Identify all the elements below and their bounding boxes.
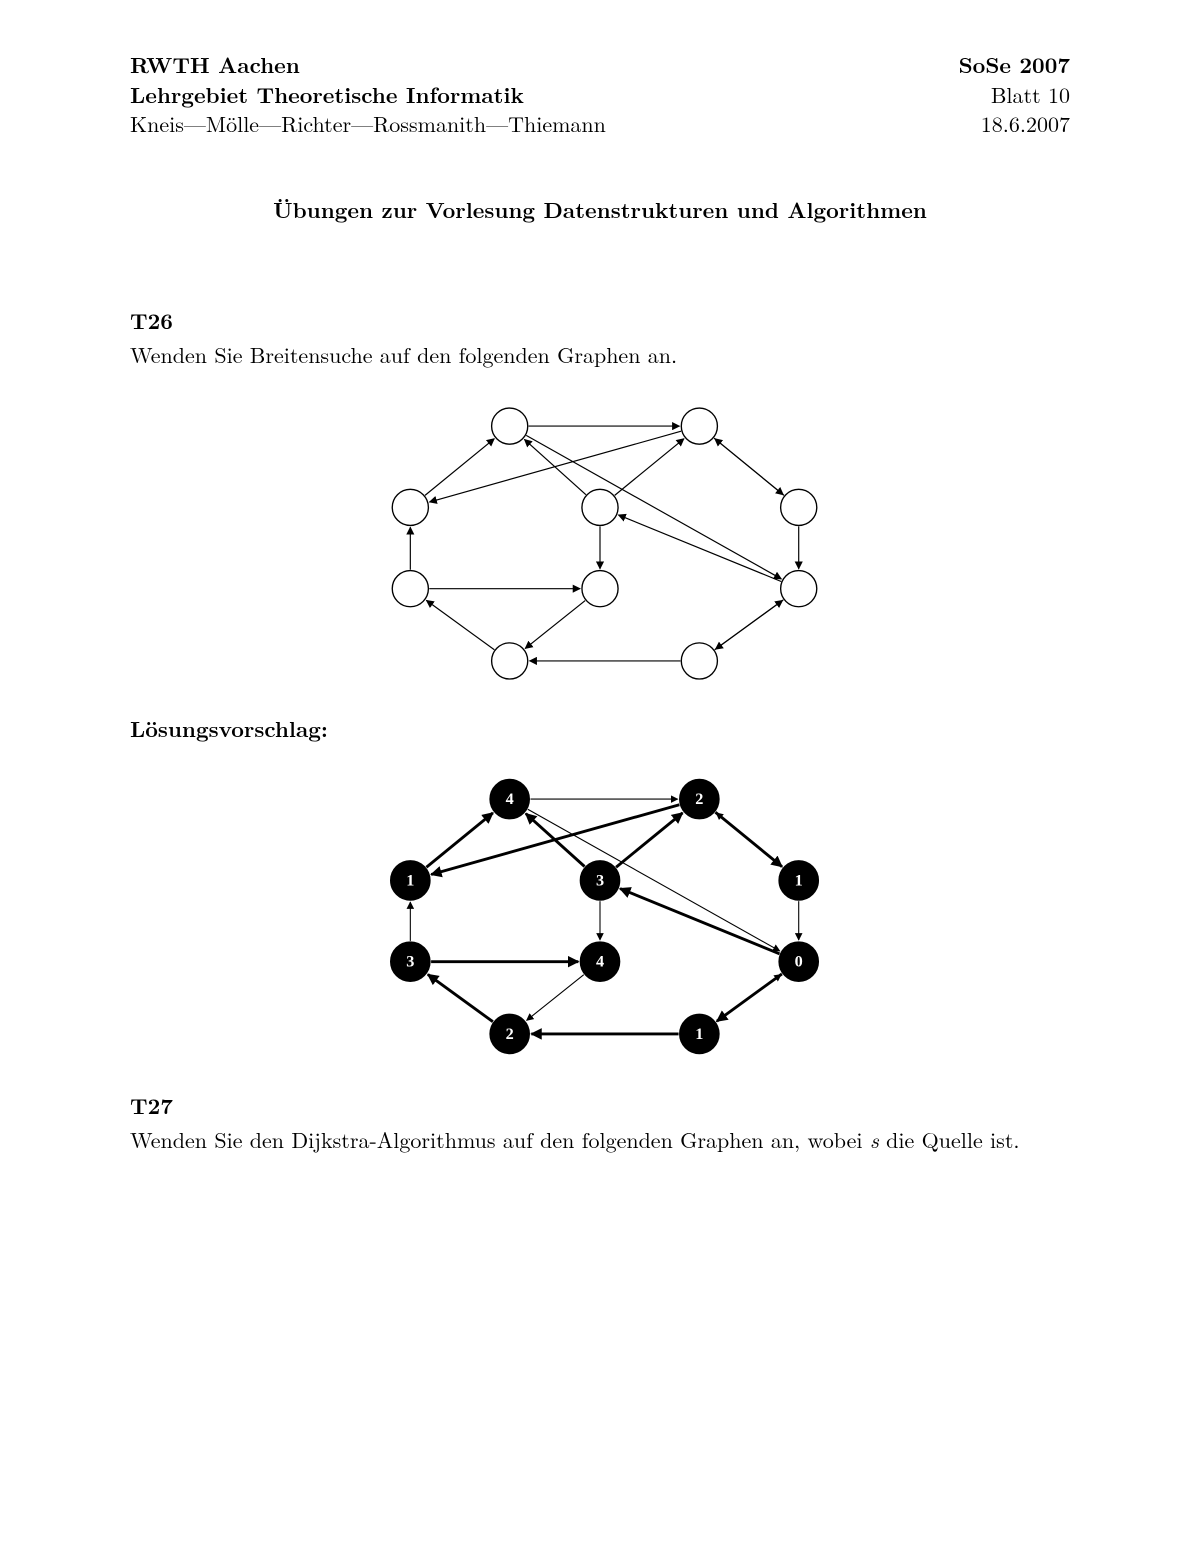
graph-node-label: 1 [406, 871, 414, 889]
t27-text-b: die Quelle ist. [879, 1124, 1020, 1155]
graph-edge [527, 975, 584, 1021]
graph-edge [426, 600, 494, 649]
header-left: RWTH Aachen Lehrgebiet Theoretische Info… [130, 50, 606, 139]
graph-edge [526, 435, 781, 579]
graph1-container [130, 389, 1070, 689]
department: Lehrgebiet Theoretische Informatik [130, 80, 606, 110]
page-header: RWTH Aachen Lehrgebiet Theoretische Info… [130, 50, 1070, 139]
graph-edge [431, 805, 679, 875]
t27-var-s: s [870, 1124, 879, 1155]
graph-edge [525, 600, 585, 648]
t27-text: Wenden Sie den Dijkstra-Algorithmus auf … [130, 1125, 1070, 1156]
graph-node [681, 643, 717, 679]
graph-edge [715, 600, 783, 649]
solution-label: Lösungsvorschlag: [130, 713, 1070, 744]
graph-node [781, 570, 817, 606]
graph-edge [716, 813, 782, 867]
graph-node [492, 408, 528, 444]
graph-node [492, 643, 528, 679]
institution: RWTH Aachen [130, 50, 606, 80]
header-right: SoSe 2007 Blatt 10 18.6.2007 [959, 50, 1070, 139]
graph-node [781, 489, 817, 525]
graph-node [681, 408, 717, 444]
graph-edge [618, 515, 781, 582]
graph2: 4 2 1 3 1 3 4 0 2 1 [320, 762, 880, 1062]
graph-edge [528, 809, 780, 951]
graph1 [320, 389, 880, 689]
graph-node [582, 489, 618, 525]
date: 18.6.2007 [959, 109, 1070, 139]
graph-node-label: 3 [596, 871, 604, 889]
graph-node-label: 3 [406, 953, 414, 971]
graph-node-label: 4 [596, 953, 604, 971]
t27-text-a: Wenden Sie den Dijkstra-Algorithmus auf … [130, 1124, 870, 1155]
graph-node-label: 1 [695, 1025, 703, 1043]
graph-node-label: 1 [795, 871, 803, 889]
graph-node-label: 4 [506, 790, 514, 808]
t27-label: T27 [130, 1090, 1070, 1121]
graph-node [392, 570, 428, 606]
sheet-number: Blatt 10 [959, 80, 1070, 110]
graph-edge [428, 974, 493, 1021]
graph-node-label: 2 [506, 1025, 514, 1043]
graph-node-label: 0 [795, 953, 803, 971]
t26-label: T26 [130, 305, 1070, 336]
graph-edge [620, 888, 779, 953]
page-title: Übungen zur Vorlesung Datenstrukturen un… [130, 194, 1070, 225]
page: RWTH Aachen Lehrgebiet Theoretische Info… [0, 0, 1200, 1553]
graph-edge [716, 974, 781, 1021]
graph-edge [429, 431, 681, 502]
graph-node [582, 570, 618, 606]
semester: SoSe 2007 [959, 50, 1070, 80]
t26-text: Wenden Sie Breitensuche auf den folgende… [130, 340, 1070, 371]
graph-node [392, 489, 428, 525]
graph-edge [715, 439, 784, 496]
authors: Kneis—Mölle—Richter—Rossmanith—Thiemann [130, 109, 606, 139]
graph-node-label: 2 [695, 790, 703, 808]
graph2-container: 4 2 1 3 1 3 4 0 2 1 [130, 762, 1070, 1062]
